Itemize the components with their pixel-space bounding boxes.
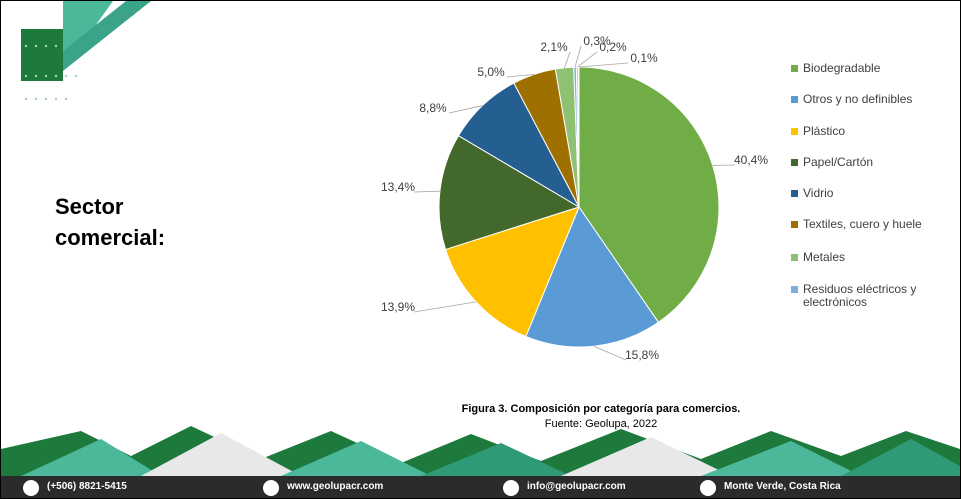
pie-slice [444,206,580,338]
legend-swatch [791,190,798,197]
legend-label: Vidrio [803,186,834,200]
legend-label: Otros y no definibles [803,92,913,106]
legend-entry: Metales [791,250,953,264]
leader-line [413,190,440,193]
legend-entry: Vidrio [791,186,953,200]
pie-slice [525,205,660,348]
data-label: 8,8% [419,101,447,115]
leader-line [578,62,629,68]
legend-entry: Textiles, cuero y huele [791,217,953,231]
legend-swatch [791,128,798,135]
legend-label: Textiles, cuero y huele [803,217,922,231]
leader-line [576,51,598,68]
legend-swatch [791,221,798,228]
leader-line [564,51,571,68]
legend-entry: Papel/Cartón [791,155,953,169]
leader-line [593,345,627,361]
legend-swatch [791,254,798,261]
legend-label: Biodegradable [803,61,881,75]
legend-label: Papel/Cartón [803,155,874,169]
footer-phone: (+506) 8821-5415 [47,481,127,492]
legend-label: Plástico [803,124,846,138]
legend-swatch [791,286,798,293]
data-label: 0,2% [599,40,627,54]
data-label: 13,4% [381,180,415,194]
leader-line [574,45,582,68]
data-label: 5,0% [477,65,505,79]
footer-location: Monte Verde, Costa Rica [724,481,841,492]
leader-line [413,301,477,313]
figure-caption: Figura 3. Composición por categoría para… [461,403,741,415]
data-label: 15,8% [625,348,659,362]
legend-entry: Biodegradable [791,61,953,75]
footer-web: www.geolupacr.com [287,481,384,492]
legend-entry: Residuos eléctricos y electrónicos [791,282,953,309]
legend-swatch [791,96,798,103]
legend-swatch [791,159,798,166]
legend-label: Metales [803,250,846,264]
data-label: 2,1% [540,40,568,54]
legend-entry: Plástico [791,124,953,138]
data-label: 0,3% [583,34,611,48]
leader-line [448,105,483,114]
figure-source: Fuente: Geolupa, 2022 [544,418,658,430]
legend-swatch [791,65,798,72]
legend-label: Residuos eléctricos y electrónicos [803,282,917,309]
data-label: 0,1% [630,51,658,65]
legend-entry: Otros y no definibles [791,92,953,106]
footer-email: info@geolupacr.com [527,481,626,492]
slide-title: Sector comercial: [55,194,166,250]
leader-line [506,74,535,78]
data-label: 40,4% [734,153,768,167]
data-label: 13,9% [381,300,415,314]
pie-slice [578,66,720,323]
